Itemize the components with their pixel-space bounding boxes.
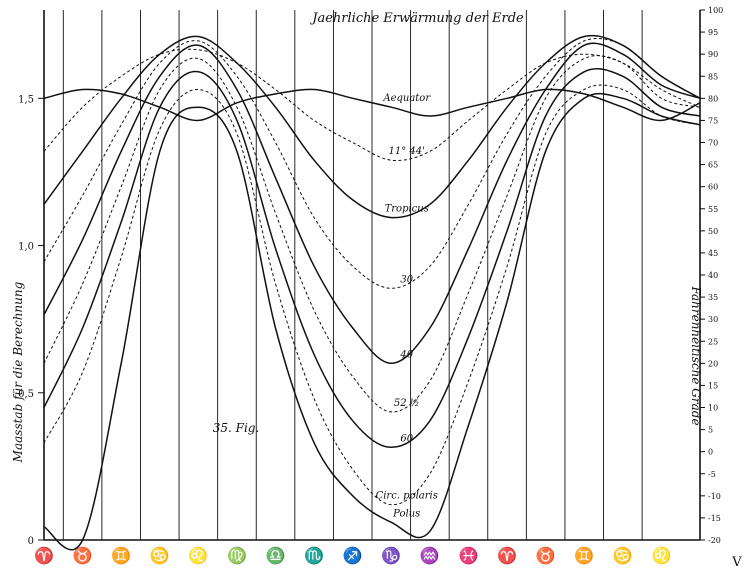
series-polus-line xyxy=(43,92,701,551)
right-tick-label: 25 xyxy=(708,337,718,346)
right-tick-label: 95 xyxy=(708,28,718,37)
curve-label-30: 30 xyxy=(400,274,413,285)
right-tick-label: 10 xyxy=(708,404,718,413)
x-axis-extra: V xyxy=(731,555,742,570)
x-tick-label: ♊ xyxy=(574,546,594,565)
x-tick-label: ♓ xyxy=(459,546,479,565)
curve-labels: Aequator 11° 44' Tropicus 30 40 52 ½ 60 Circ. p… xyxy=(376,93,438,519)
right-tick-label: 15 xyxy=(708,381,718,390)
x-tick-label: ♈ xyxy=(497,546,517,565)
right-tick-label: 60 xyxy=(708,183,718,192)
curve-label-tropicus: Tropicus xyxy=(385,204,429,215)
x-tick-label: ♎ xyxy=(266,546,286,565)
right-tick-label: 85 xyxy=(708,72,718,81)
x-tick-label: ♒ xyxy=(420,546,440,565)
chart-title: Jaehrliche Erwärmung der Erde xyxy=(309,11,524,26)
right-tick-label: -10 xyxy=(708,492,721,501)
x-tick-label: ♑ xyxy=(381,546,401,565)
right-tick-label: 65 xyxy=(708,161,718,170)
right-tick-label: 55 xyxy=(708,205,718,214)
right-tick-label: -15 xyxy=(708,514,721,523)
left-tick-label: 0 xyxy=(28,536,34,547)
right-axis-label: Fahrenheitische Grade xyxy=(689,285,703,425)
series-30-line xyxy=(43,37,701,289)
x-tick-label: ♌ xyxy=(651,546,671,565)
right-tick-label: -20 xyxy=(708,536,721,545)
x-axis-ticks: ♈ ♉ ♊ ♋ ♌ ♍ ♎ ♏ ♐ ♑ ♒ ♓ ♈ ♉ ♊ ♋ ♌ xyxy=(34,546,671,565)
month-grid xyxy=(62,10,643,540)
series-11-44-line xyxy=(43,48,701,161)
right-tick-label: 90 xyxy=(708,50,718,59)
x-tick-label: ♉ xyxy=(73,546,93,565)
left-tick-label: 0,5 xyxy=(18,389,34,400)
right-tick-label: 40 xyxy=(708,271,718,280)
right-tick-label: 45 xyxy=(708,249,718,258)
right-tick-label: 20 xyxy=(708,359,718,368)
right-tick-label: 0 xyxy=(708,448,713,457)
curve-label-52: 52 ½ xyxy=(394,398,420,409)
left-tick-label: 1,5 xyxy=(18,94,34,105)
left-tick-label: 1,0 xyxy=(18,242,34,253)
series-tropicus-line xyxy=(43,34,701,219)
x-tick-label: ♍ xyxy=(227,546,247,565)
x-tick-label: ♏ xyxy=(304,546,324,565)
right-tick-label: 80 xyxy=(708,94,718,103)
curve-label-circ-polaris: Circ. polaris xyxy=(376,491,438,502)
x-tick-label: ♉ xyxy=(536,546,556,565)
curve-label-11-44: 11° 44' xyxy=(389,146,425,157)
left-axis-ticks: 0 0,5 1,0 1,5 xyxy=(18,94,44,547)
x-tick-label: ♌ xyxy=(188,546,208,565)
series-60-line xyxy=(43,68,701,449)
x-tick-label: ♐ xyxy=(343,546,363,565)
right-tick-label: 30 xyxy=(708,315,718,324)
curve-label-polus: Polus xyxy=(392,508,420,519)
right-axis-ticks: -20 -15 -10 -5 0 5 10 15 20 25 30 35 40 45 50 55 60 65 70 7… xyxy=(700,6,723,545)
series-aequator-line xyxy=(43,88,701,122)
curve-label-aequator: Aequator xyxy=(382,93,431,104)
curves xyxy=(43,34,701,551)
right-tick-label: 50 xyxy=(708,227,718,236)
curve-label-60: 60 xyxy=(400,433,413,444)
x-tick-label: ♋ xyxy=(613,546,633,565)
right-tick-label: 5 xyxy=(708,426,713,435)
right-tick-label: 35 xyxy=(708,293,718,302)
series-52-line xyxy=(43,55,701,413)
left-axis-label: Maasstab für die Berechnung xyxy=(11,281,25,463)
x-tick-label: ♊ xyxy=(111,546,131,565)
series-40-line xyxy=(43,42,701,365)
x-tick-label: ♋ xyxy=(150,546,170,565)
x-tick-label: ♈ xyxy=(34,546,54,565)
curve-label-40: 40 xyxy=(399,349,413,360)
figure-label: 35. Fig. xyxy=(213,421,260,435)
right-tick-label: 75 xyxy=(708,116,718,125)
right-tick-label: -5 xyxy=(708,470,716,479)
right-tick-label: 100 xyxy=(708,6,723,15)
right-tick-label: 70 xyxy=(708,139,718,148)
